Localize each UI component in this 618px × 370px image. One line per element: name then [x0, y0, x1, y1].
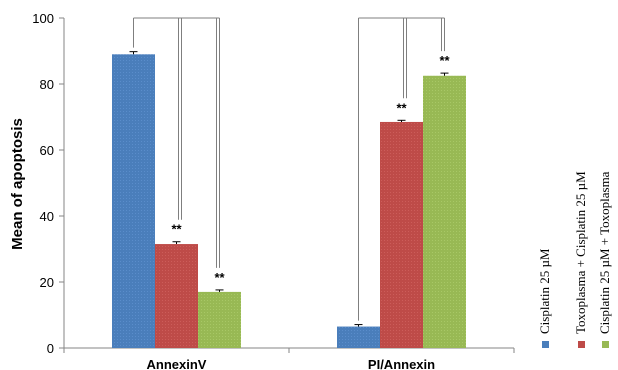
y-tick-label: 80: [40, 77, 54, 92]
legend-item-series-2: Cisplatin 25 µM + Toxoplasma: [597, 171, 612, 348]
bar-annexinv-series-0: [112, 54, 155, 349]
bar-annexinv-series-2: [198, 291, 241, 348]
y-tick-label: 0: [47, 341, 54, 356]
legend-swatch-series-2: [602, 341, 609, 348]
significance-brackets: [133, 17, 445, 321]
bar-piannexin-series-0: [337, 326, 380, 348]
y-tick-label: 20: [40, 275, 54, 290]
bar-piannexin-series-1: [380, 121, 423, 348]
y-tick-label: 100: [32, 11, 54, 26]
y-tick-label: 60: [40, 143, 54, 158]
legend-label-series-1: Toxoplasma + Cisplatin 25 µM: [573, 171, 588, 334]
bar-piannexin-series-2: [423, 75, 466, 348]
y-axis-title: Mean of apoptosis: [9, 118, 26, 250]
bar-annexinv-series-1: [155, 244, 198, 348]
bars: [112, 51, 466, 349]
significance-label: **: [439, 53, 450, 68]
legend-label-series-0: Cisplatin 25 µM: [537, 248, 552, 334]
significance-label: **: [171, 222, 182, 237]
y-tick-label: 40: [40, 209, 54, 224]
legend-swatch-series-1: [578, 341, 585, 348]
legend-item-series-0: Cisplatin 25 µM: [537, 248, 552, 348]
significance-label: **: [214, 270, 225, 285]
legend-label-series-2: Cisplatin 25 µM + Toxoplasma: [597, 171, 612, 334]
legend-item-series-1: Toxoplasma + Cisplatin 25 µM: [573, 171, 588, 348]
significance-label: **: [396, 100, 407, 115]
x-category-label: PI/Annexin: [368, 357, 435, 370]
labels: ** ** AnnexinV ** ** PI/Annexin: [147, 53, 451, 370]
legend: Cisplatin 25 µM Toxoplasma + Cisplatin 2…: [537, 171, 612, 348]
legend-swatch-series-0: [542, 341, 549, 348]
x-category-label: AnnexinV: [147, 357, 207, 370]
